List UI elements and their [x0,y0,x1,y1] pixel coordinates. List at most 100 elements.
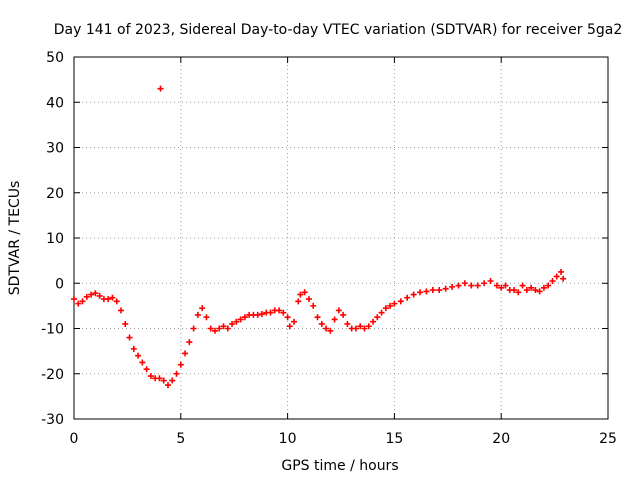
data-point [523,287,530,294]
data-point [344,320,351,327]
data-point [135,352,142,359]
data-point [365,323,372,330]
data-point [528,284,535,291]
data-point [310,302,317,309]
data-point [92,290,99,297]
y-tick-label: 40 [46,95,64,111]
data-point [211,327,218,334]
data-point [286,323,293,330]
data-point [157,85,164,92]
data-point [276,307,283,314]
data-point [382,305,389,312]
data-point [331,316,338,323]
data-point [560,275,567,282]
data-point [295,298,302,305]
data-point [361,325,368,332]
grid-lines [74,57,608,419]
y-tick-label: 20 [46,186,64,202]
data-point [487,277,494,284]
data-point [323,325,330,332]
data-point [258,311,265,318]
data-point [515,289,522,296]
data-point [498,284,505,291]
data-point [280,309,287,316]
data-point [105,296,112,303]
data-point [417,289,424,296]
y-tick-label: 0 [55,276,64,292]
data-point [474,282,481,289]
data-point [461,280,468,287]
data-point [301,289,308,296]
y-tick-label: -30 [41,412,64,428]
y-tick-label: 10 [46,231,64,247]
data-point [553,273,560,280]
data-point [122,320,129,327]
data-point [182,350,189,357]
data-point [374,314,381,321]
data-point [493,282,500,289]
data-point [186,339,193,346]
data-point [216,325,223,332]
axis-ticks [73,56,609,420]
data-point [173,370,180,377]
data-point [545,282,552,289]
x-tick-label: 20 [492,431,510,447]
data-point [224,325,231,332]
data-point [207,325,214,332]
data-points [71,85,567,389]
y-tick-label: 30 [46,141,64,157]
data-point [318,320,325,327]
data-point [190,325,197,332]
data-point [220,323,227,330]
data-point [327,327,334,334]
data-point [549,277,556,284]
data-point [536,288,543,295]
data-point [502,282,509,289]
data-point [352,325,359,332]
data-point [404,294,411,301]
x-tick-label: 15 [385,431,403,447]
data-point [79,298,86,305]
data-point [139,359,146,366]
data-point [558,268,565,275]
data-point [519,282,526,289]
data-point [540,284,547,291]
data-point [237,316,244,323]
y-tick-label: 50 [46,50,64,66]
data-point [532,287,539,294]
data-point [164,382,171,389]
data-point [335,307,342,314]
x-tick-label: 10 [279,431,297,447]
data-point [340,311,347,318]
data-point [113,298,120,305]
data-point [83,293,90,300]
data-point [387,302,394,309]
data-point [291,318,298,325]
data-point [481,280,488,287]
data-point [194,311,201,318]
data-point [75,300,82,307]
data-point [511,287,518,294]
data-point [156,375,163,382]
data-point [429,287,436,294]
data-point [284,314,291,321]
data-point [442,285,449,292]
data-point [177,361,184,368]
data-point [410,291,417,298]
data-point [436,287,443,294]
data-point [449,283,456,290]
data-point [126,334,133,341]
data-point [423,288,430,295]
data-point [71,296,77,303]
x-tick-labels: 0 5 10 15 20 25 [70,431,617,447]
data-point [254,311,261,318]
data-point [391,300,398,307]
data-point [109,294,116,301]
data-point [370,318,377,325]
x-tick-label: 5 [176,431,185,447]
data-point [147,373,154,380]
x-axis-label: GPS time / hours [281,458,398,474]
y-tick-label: -10 [41,322,64,338]
data-point [357,323,364,330]
